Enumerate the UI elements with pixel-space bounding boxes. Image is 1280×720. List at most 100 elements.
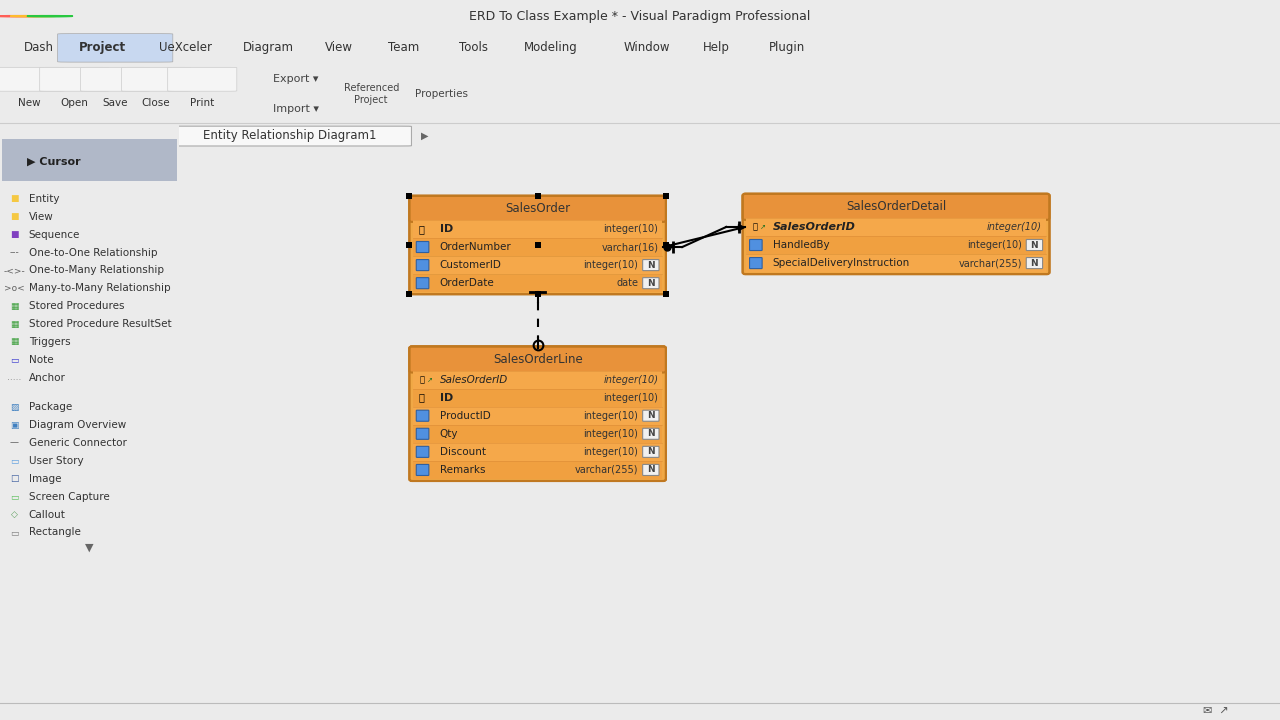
Text: integer(10): integer(10) bbox=[603, 374, 658, 384]
FancyBboxPatch shape bbox=[742, 194, 1050, 220]
Text: ▦: ▦ bbox=[10, 320, 19, 328]
Text: ▦: ▦ bbox=[10, 338, 19, 346]
Text: UeXceler: UeXceler bbox=[159, 41, 212, 55]
Bar bbox=[413, 444, 662, 461]
FancyBboxPatch shape bbox=[416, 428, 429, 439]
FancyBboxPatch shape bbox=[410, 346, 666, 481]
Text: Save: Save bbox=[102, 98, 128, 108]
Text: Export ▾: Export ▾ bbox=[273, 73, 319, 84]
FancyBboxPatch shape bbox=[1, 140, 178, 181]
Text: ↗: ↗ bbox=[426, 377, 433, 382]
Text: integer(10): integer(10) bbox=[987, 222, 1042, 232]
Text: SalesOrderLine: SalesOrderLine bbox=[493, 353, 582, 366]
FancyBboxPatch shape bbox=[416, 241, 429, 253]
Text: SalesOrderDetail: SalesOrderDetail bbox=[846, 200, 946, 213]
Text: ▶ Cursor: ▶ Cursor bbox=[27, 156, 81, 166]
Text: ERD To Class Example * - Visual Paradigm Professional: ERD To Class Example * - Visual Paradigm… bbox=[470, 9, 810, 23]
Circle shape bbox=[10, 16, 56, 17]
Text: Project: Project bbox=[79, 41, 125, 55]
Text: CustomerID: CustomerID bbox=[439, 260, 502, 270]
Text: Many-to-Many Relationship: Many-to-Many Relationship bbox=[28, 283, 170, 293]
FancyBboxPatch shape bbox=[643, 410, 659, 421]
Bar bbox=[413, 238, 662, 256]
Text: Tools: Tools bbox=[460, 41, 488, 55]
Bar bbox=[413, 256, 662, 274]
Text: SpecialDeliveryInstruction: SpecialDeliveryInstruction bbox=[773, 258, 910, 268]
Text: View: View bbox=[325, 41, 353, 55]
FancyBboxPatch shape bbox=[750, 258, 762, 269]
Text: integer(10): integer(10) bbox=[603, 392, 658, 402]
Text: varchar(255): varchar(255) bbox=[959, 258, 1021, 268]
Text: SalesOrder: SalesOrder bbox=[506, 202, 570, 215]
FancyBboxPatch shape bbox=[416, 278, 429, 289]
Text: User Story: User Story bbox=[28, 456, 83, 466]
FancyBboxPatch shape bbox=[410, 196, 666, 222]
FancyBboxPatch shape bbox=[168, 68, 237, 91]
Text: date: date bbox=[616, 278, 639, 288]
Text: integer(10): integer(10) bbox=[584, 429, 639, 438]
Text: Import ▾: Import ▾ bbox=[273, 104, 319, 114]
Text: ■: ■ bbox=[10, 230, 19, 239]
Text: Triggers: Triggers bbox=[28, 337, 70, 347]
FancyBboxPatch shape bbox=[1027, 258, 1043, 269]
Text: Window: Window bbox=[623, 41, 669, 55]
Text: Image: Image bbox=[28, 474, 61, 484]
Text: —: — bbox=[10, 438, 19, 448]
Text: Qty: Qty bbox=[439, 429, 458, 438]
Text: ---: --- bbox=[9, 248, 19, 257]
Text: ✉  ↗: ✉ ↗ bbox=[1203, 706, 1229, 716]
Text: Help: Help bbox=[704, 41, 730, 55]
FancyBboxPatch shape bbox=[0, 68, 64, 91]
Text: N: N bbox=[1030, 258, 1038, 268]
Text: SalesOrderID: SalesOrderID bbox=[439, 374, 508, 384]
Text: N: N bbox=[1030, 240, 1038, 250]
Text: >o<: >o< bbox=[4, 284, 24, 293]
Text: Diagram Overview: Diagram Overview bbox=[28, 420, 125, 431]
Bar bbox=[413, 426, 662, 443]
Text: Plugin: Plugin bbox=[769, 41, 805, 55]
Text: Entity: Entity bbox=[28, 194, 59, 204]
Text: Generic Connector: Generic Connector bbox=[28, 438, 127, 448]
Text: ProductID: ProductID bbox=[439, 410, 490, 420]
Text: Diagram: Diagram bbox=[243, 41, 294, 55]
Text: N: N bbox=[646, 279, 654, 288]
Text: N: N bbox=[646, 411, 654, 420]
Text: One-to-One Relationship: One-to-One Relationship bbox=[28, 248, 157, 258]
Text: Modeling: Modeling bbox=[524, 41, 577, 55]
Text: Remarks: Remarks bbox=[439, 465, 485, 475]
Text: Screen Capture: Screen Capture bbox=[28, 492, 109, 502]
Text: .....: ..... bbox=[8, 373, 22, 382]
Text: ■: ■ bbox=[10, 194, 19, 204]
Text: Referenced
Project: Referenced Project bbox=[343, 84, 399, 104]
Text: 🔑: 🔑 bbox=[419, 392, 425, 402]
Text: ▦: ▦ bbox=[10, 302, 19, 310]
FancyBboxPatch shape bbox=[643, 260, 659, 271]
Text: OrderDate: OrderDate bbox=[439, 278, 494, 288]
Text: Close: Close bbox=[142, 98, 170, 108]
FancyBboxPatch shape bbox=[416, 446, 429, 457]
Bar bbox=[413, 220, 662, 238]
Bar bbox=[746, 236, 1046, 254]
Text: ▨: ▨ bbox=[10, 403, 19, 412]
Text: -<>-: -<>- bbox=[4, 266, 26, 275]
Bar bbox=[746, 218, 1046, 236]
Text: integer(10): integer(10) bbox=[584, 447, 639, 457]
FancyBboxPatch shape bbox=[416, 260, 429, 271]
Text: ▭: ▭ bbox=[10, 492, 19, 501]
FancyBboxPatch shape bbox=[81, 68, 150, 91]
FancyBboxPatch shape bbox=[58, 34, 173, 62]
FancyBboxPatch shape bbox=[750, 240, 762, 251]
FancyBboxPatch shape bbox=[643, 446, 659, 457]
Text: View: View bbox=[28, 212, 54, 222]
Text: ■: ■ bbox=[10, 212, 19, 221]
Text: SalesOrderID: SalesOrderID bbox=[773, 222, 856, 232]
Bar bbox=[413, 408, 662, 425]
Text: ID: ID bbox=[439, 392, 453, 402]
FancyBboxPatch shape bbox=[416, 464, 429, 475]
FancyBboxPatch shape bbox=[416, 410, 429, 421]
Text: ▼: ▼ bbox=[86, 542, 93, 552]
Text: HandledBy: HandledBy bbox=[773, 240, 829, 250]
Text: ▶: ▶ bbox=[421, 130, 429, 140]
Text: New: New bbox=[18, 98, 41, 108]
Text: ◇: ◇ bbox=[12, 510, 18, 519]
